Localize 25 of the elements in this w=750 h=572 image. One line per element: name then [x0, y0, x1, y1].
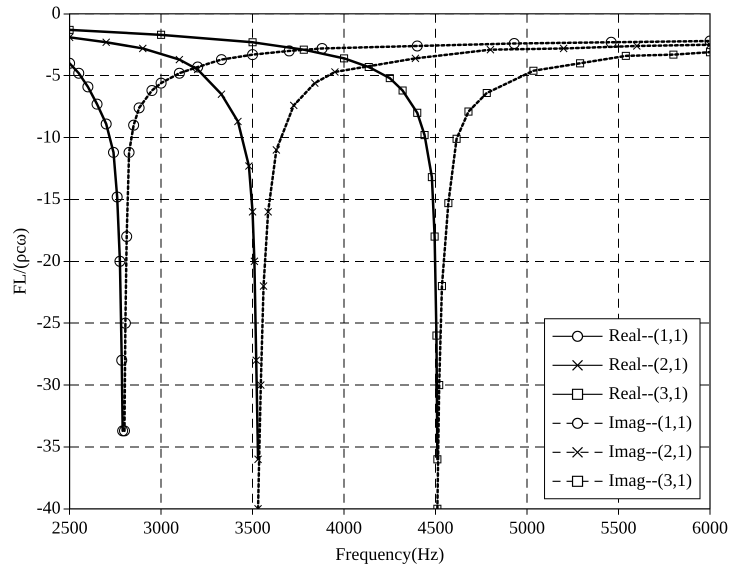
- x-tick-label: 5500: [600, 517, 637, 538]
- y-tick-label: -35: [36, 436, 61, 456]
- x-axis-title: Frequency(Hz): [335, 544, 444, 564]
- x-tick-label: 3500: [234, 517, 271, 538]
- x-tick-label: 5000: [509, 517, 546, 538]
- y-tick-label: -5: [46, 64, 61, 84]
- x-tick-label: 4000: [326, 517, 362, 538]
- y-tick-label: -25: [36, 312, 61, 332]
- legend-label: Imag--(2,1): [608, 441, 692, 462]
- y-axis-title: FL/(ρcω): [10, 228, 30, 295]
- legend-label: Real--(3,1): [608, 383, 688, 404]
- legend-label: Real--(2,1): [608, 354, 688, 374]
- legend-label: Imag--(3,1): [608, 470, 692, 490]
- y-tick-label: -20: [36, 250, 61, 270]
- x-tick-label: 6000: [692, 517, 728, 538]
- y-tick-label: 0: [52, 2, 61, 23]
- legend-label: Real--(1,1): [608, 325, 688, 346]
- x-tick-label: 4500: [418, 517, 454, 538]
- y-tick-label: -10: [36, 126, 61, 146]
- y-tick-label: -40: [36, 498, 61, 518]
- y-tick-label: -30: [36, 374, 61, 394]
- x-tick-label: 2500: [52, 517, 88, 538]
- y-tick-label: -15: [36, 188, 61, 208]
- legend-label: Imag--(1,1): [608, 412, 692, 432]
- x-tick-label: 3000: [143, 517, 180, 538]
